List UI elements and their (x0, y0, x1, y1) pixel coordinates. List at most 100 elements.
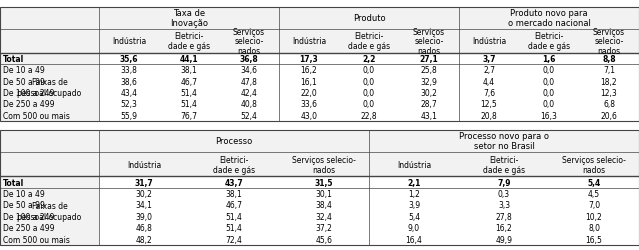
Text: 4,5: 4,5 (588, 189, 600, 198)
Text: 16,5: 16,5 (585, 235, 603, 244)
Text: Serviços
selecio-
nados: Serviços selecio- nados (593, 28, 625, 56)
Bar (99, 152, 639, 176)
Text: 51,4: 51,4 (181, 88, 197, 98)
Text: De 10 a 49: De 10 a 49 (3, 66, 45, 75)
Text: 2,1: 2,1 (407, 178, 420, 187)
Text: 0,0: 0,0 (543, 66, 555, 75)
Text: 1,6: 1,6 (543, 55, 556, 64)
Text: 48,2: 48,2 (135, 235, 153, 244)
Text: 46,7: 46,7 (226, 200, 243, 209)
Text: 22,8: 22,8 (360, 111, 378, 120)
Text: 31,7: 31,7 (135, 178, 153, 187)
Text: 40,8: 40,8 (241, 100, 258, 109)
Text: 12,5: 12,5 (481, 100, 497, 109)
Text: 46,8: 46,8 (135, 224, 153, 232)
Bar (99, 130, 639, 152)
Text: Produto novo para
o mercado nacional: Produto novo para o mercado nacional (507, 9, 590, 28)
Text: 3,9: 3,9 (408, 200, 420, 209)
Bar (99, 8, 639, 30)
Text: 3,7: 3,7 (482, 55, 496, 64)
Text: 7,6: 7,6 (483, 88, 495, 98)
Text: 36,8: 36,8 (240, 55, 258, 64)
Text: 43,4: 43,4 (121, 88, 137, 98)
Text: 32,9: 32,9 (420, 77, 438, 86)
Text: 0,0: 0,0 (543, 100, 555, 109)
Text: Processo: Processo (215, 137, 252, 146)
Text: 30,2: 30,2 (420, 88, 438, 98)
Text: 46,7: 46,7 (181, 77, 197, 86)
Text: 32,4: 32,4 (316, 212, 332, 221)
Text: 16,4: 16,4 (406, 235, 422, 244)
Text: 17,3: 17,3 (300, 55, 318, 64)
Text: 37,2: 37,2 (316, 224, 332, 232)
Text: 27,1: 27,1 (420, 55, 438, 64)
Text: 38,6: 38,6 (121, 77, 137, 86)
Text: 3,3: 3,3 (498, 200, 510, 209)
Text: 42,4: 42,4 (241, 88, 258, 98)
Text: 4,4: 4,4 (483, 77, 495, 86)
Bar (0, 130, 639, 245)
Text: Faixas de
pessoal ocupado: Faixas de pessoal ocupado (17, 201, 82, 221)
Text: 16,3: 16,3 (541, 111, 557, 120)
Text: 5,4: 5,4 (408, 212, 420, 221)
Text: 43,1: 43,1 (420, 111, 438, 120)
Text: 38,1: 38,1 (226, 189, 242, 198)
Text: 33,8: 33,8 (121, 66, 137, 75)
Text: Eletrici-
dade e gás: Eletrici- dade e gás (528, 32, 570, 51)
Text: De 100 a 249: De 100 a 249 (3, 212, 54, 221)
Text: De 250 a 499: De 250 a 499 (3, 224, 55, 232)
Text: 30,2: 30,2 (135, 189, 153, 198)
Text: 0,0: 0,0 (363, 66, 375, 75)
Text: 55,9: 55,9 (121, 111, 137, 120)
Text: 35,6: 35,6 (119, 55, 138, 64)
Bar (99, 30, 639, 54)
Text: 7,0: 7,0 (588, 200, 600, 209)
Text: Com 500 ou mais: Com 500 ou mais (3, 235, 70, 244)
Text: 6,8: 6,8 (603, 100, 615, 109)
Text: Indústria: Indústria (127, 160, 161, 169)
Text: Eletrici-
dade e gás: Eletrici- dade e gás (213, 155, 255, 174)
Text: De 250 a 499: De 250 a 499 (3, 100, 55, 109)
Text: 45,6: 45,6 (316, 235, 332, 244)
Text: 27,8: 27,8 (496, 212, 512, 221)
Text: 52,3: 52,3 (121, 100, 137, 109)
Text: 16,2: 16,2 (301, 66, 318, 75)
Text: 0,0: 0,0 (363, 77, 375, 86)
Text: 0,0: 0,0 (363, 88, 375, 98)
Text: 39,0: 39,0 (135, 212, 153, 221)
Text: 25,8: 25,8 (420, 66, 437, 75)
Text: 43,7: 43,7 (225, 178, 243, 187)
Text: 2,2: 2,2 (362, 55, 376, 64)
Text: 16,2: 16,2 (496, 224, 512, 232)
Text: 8,8: 8,8 (602, 55, 616, 64)
Text: 43,0: 43,0 (300, 111, 318, 120)
Text: Produto: Produto (353, 14, 385, 23)
Text: 2,7: 2,7 (483, 66, 495, 75)
Text: 0,3: 0,3 (498, 189, 510, 198)
Text: 0,0: 0,0 (543, 77, 555, 86)
Text: 7,9: 7,9 (497, 178, 511, 187)
Text: 38,4: 38,4 (316, 200, 332, 209)
Text: 47,8: 47,8 (241, 77, 258, 86)
Text: 0,0: 0,0 (363, 100, 375, 109)
Text: Serviços selecio-
nados: Serviços selecio- nados (292, 155, 356, 174)
Text: 33,6: 33,6 (300, 100, 318, 109)
Text: 20,6: 20,6 (601, 111, 617, 120)
Text: 1,2: 1,2 (408, 189, 420, 198)
Text: 51,4: 51,4 (226, 224, 242, 232)
Text: 22,0: 22,0 (301, 88, 318, 98)
Text: 28,7: 28,7 (420, 100, 437, 109)
Text: Serviços selecio-
nados: Serviços selecio- nados (562, 155, 626, 174)
Text: 49,9: 49,9 (495, 235, 512, 244)
Text: 34,1: 34,1 (135, 200, 153, 209)
Text: Indústria: Indústria (112, 37, 146, 46)
Text: Serviços
selecio-
nados: Serviços selecio- nados (233, 28, 265, 56)
Text: 34,6: 34,6 (240, 66, 258, 75)
Text: Total: Total (3, 178, 24, 187)
Text: 9,0: 9,0 (408, 224, 420, 232)
Text: Com 500 ou mais: Com 500 ou mais (3, 111, 70, 120)
Text: De 50 a 99: De 50 a 99 (3, 200, 45, 209)
Text: De 100 a 249: De 100 a 249 (3, 88, 54, 98)
Text: Serviços
selecio-
nados: Serviços selecio- nados (413, 28, 445, 56)
Text: 38,1: 38,1 (181, 66, 197, 75)
